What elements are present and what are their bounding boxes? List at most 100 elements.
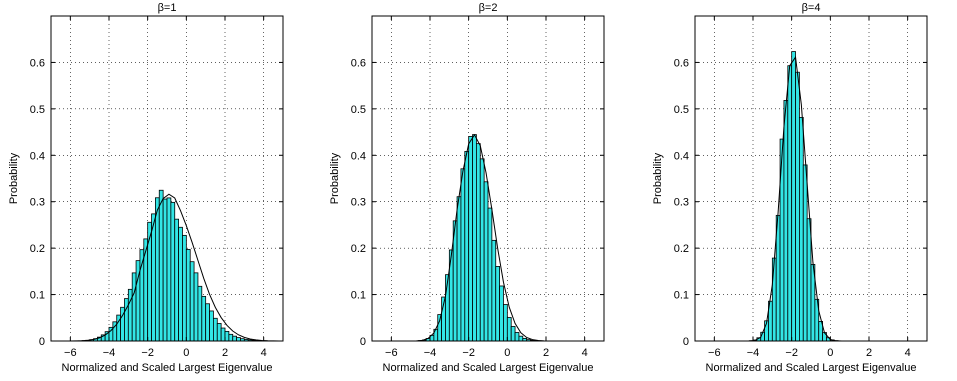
x-axis-label: Normalized and Scaled Largest Eigenvalue bbox=[383, 362, 594, 374]
histogram-bar bbox=[795, 71, 800, 342]
x-tick-label: −2 bbox=[462, 347, 475, 359]
histogram-bar bbox=[182, 234, 187, 342]
y-axis-label: Probability bbox=[329, 152, 341, 204]
histogram-bar bbox=[162, 198, 168, 342]
x-tick-label: −2 bbox=[785, 347, 798, 359]
y-tick-label: 0.5 bbox=[30, 104, 45, 116]
y-tick-label: 0.5 bbox=[674, 104, 689, 116]
histogram-bar bbox=[787, 65, 793, 342]
y-tick-label: 0.2 bbox=[30, 243, 45, 255]
y-tick-label: 0.6 bbox=[30, 57, 45, 69]
x-tick-label: −2 bbox=[141, 347, 154, 359]
x-tick-label: −4 bbox=[747, 347, 760, 359]
y-tick-label: 0.4 bbox=[30, 150, 45, 162]
y-tick-label: 0.5 bbox=[351, 104, 366, 116]
x-axis-label: Normalized and Scaled Largest Eigenvalue bbox=[62, 362, 273, 374]
histogram-bar bbox=[174, 218, 180, 342]
chart-title: β=2 bbox=[479, 2, 498, 14]
subplot-2: −6 −4 −2 0 2 4 0 0.1 0.2 0.3 0.4 0.5 0.6 β=2 Normalize… bbox=[329, 2, 605, 374]
y-tick-label: 0.3 bbox=[351, 197, 366, 209]
histogram-bar bbox=[464, 150, 470, 342]
y-tick-label: 0.4 bbox=[351, 150, 366, 162]
histogram-bar bbox=[514, 332, 520, 342]
histogram-bar bbox=[791, 51, 796, 342]
y-tick-label: 0.6 bbox=[674, 57, 689, 69]
y-tick-label: 0.3 bbox=[30, 197, 45, 209]
x-tick-label: 0 bbox=[183, 347, 189, 359]
x-tick-label: 2 bbox=[222, 347, 228, 359]
histogram-bar bbox=[212, 317, 218, 342]
histogram-bar bbox=[518, 335, 524, 342]
y-tick-label: 0.2 bbox=[351, 243, 366, 255]
y-tick-label: 0.3 bbox=[674, 197, 689, 209]
y-tick-label: 0.1 bbox=[674, 290, 689, 302]
density-curve bbox=[64, 193, 283, 342]
histogram-bar bbox=[506, 317, 512, 342]
x-tick-label: −4 bbox=[424, 347, 437, 359]
x-tick-label: 4 bbox=[905, 347, 911, 359]
y-tick-label: 0.1 bbox=[30, 290, 45, 302]
subplot-3: −6 −4 −2 0 2 4 0 0.1 0.2 0.3 0.4 0.5 0.6 β=4 Normalize… bbox=[652, 2, 928, 374]
subplot-1: −6 −4 −2 0 2 4 0 0.1 0.2 0.3 0.4 0.5 0.6 β=1 Normalize… bbox=[8, 2, 284, 374]
histogram-bar bbox=[201, 295, 207, 342]
histogram-bar bbox=[224, 330, 230, 342]
histogram-bar bbox=[185, 249, 191, 342]
chart-title: β=4 bbox=[802, 2, 821, 14]
x-tick-label: −6 bbox=[64, 347, 77, 359]
histogram-bar bbox=[491, 239, 497, 342]
x-axis-label: Normalized and Scaled Largest Eigenvalue bbox=[706, 362, 917, 374]
histogram-bar bbox=[499, 285, 504, 342]
histogram-bar bbox=[799, 117, 804, 342]
histogram-bar bbox=[456, 196, 462, 342]
histogram-bar bbox=[220, 327, 226, 342]
histogram-bar bbox=[189, 261, 195, 342]
x-tick-label: 4 bbox=[582, 347, 588, 359]
histogram-bar bbox=[460, 168, 466, 342]
histogram-bar bbox=[131, 272, 137, 342]
y-tick-label: 0.1 bbox=[351, 290, 366, 302]
x-tick-label: 2 bbox=[866, 347, 872, 359]
y-axis-label: Probability bbox=[652, 152, 664, 204]
histogram-bar bbox=[232, 335, 238, 342]
histogram-bar bbox=[479, 158, 485, 342]
histogram-bar bbox=[783, 100, 789, 342]
histogram-bar bbox=[475, 143, 481, 342]
histogram-bar bbox=[154, 197, 160, 342]
y-axis-label: Probability bbox=[8, 152, 20, 204]
y-tick-label: 0 bbox=[360, 336, 366, 348]
y-tick-label: 0 bbox=[683, 336, 689, 348]
histogram-bar bbox=[178, 226, 183, 342]
x-tick-label: 4 bbox=[261, 347, 267, 359]
density-curve bbox=[410, 133, 562, 342]
x-tick-label: 0 bbox=[827, 347, 833, 359]
axes-box bbox=[50, 15, 284, 342]
y-tick-label: 0.2 bbox=[674, 243, 689, 255]
x-tick-label: −6 bbox=[385, 347, 398, 359]
histogram-bar bbox=[802, 164, 808, 342]
histogram-bar bbox=[806, 218, 812, 342]
x-tick-label: −4 bbox=[103, 347, 116, 359]
y-tick-label: 0.4 bbox=[674, 150, 689, 162]
x-tick-label: 0 bbox=[504, 347, 510, 359]
histogram-bar bbox=[193, 272, 199, 342]
histogram-bar bbox=[209, 310, 214, 342]
chart-title: β=1 bbox=[158, 2, 177, 14]
histogram-bar bbox=[487, 207, 493, 342]
histogram-bar bbox=[771, 257, 777, 342]
histogram-bar bbox=[510, 326, 516, 342]
y-tick-label: 0 bbox=[39, 336, 45, 348]
histogram-bar bbox=[503, 304, 508, 342]
axes-box bbox=[371, 15, 605, 342]
histogram-bar bbox=[158, 189, 164, 342]
histogram-bar bbox=[197, 285, 203, 342]
histogram-bar bbox=[216, 323, 222, 342]
histogram-bar bbox=[205, 303, 210, 342]
histogram-bar bbox=[147, 221, 152, 342]
histogram-bar bbox=[236, 337, 241, 342]
histogram-bar bbox=[170, 201, 176, 342]
histogram-bar bbox=[151, 213, 156, 342]
histogram-bar bbox=[495, 266, 501, 342]
histogram-bar bbox=[166, 197, 172, 342]
histogram-bar bbox=[483, 181, 489, 342]
